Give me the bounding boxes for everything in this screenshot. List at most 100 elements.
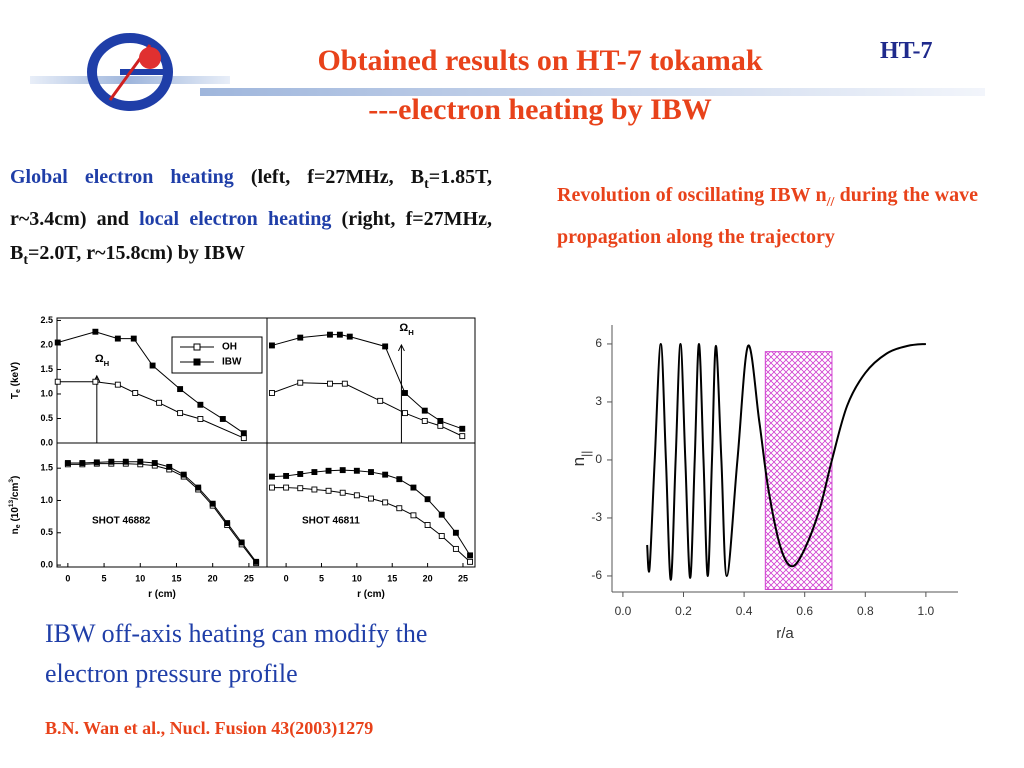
arrow-label: ΩH	[95, 353, 110, 368]
text-run: (left, f=27MHz, B	[233, 166, 425, 188]
text-run: =2.0T, r~15.8cm) by IBW	[28, 242, 245, 264]
point-marker	[421, 417, 428, 424]
point-marker	[437, 417, 444, 424]
point-marker	[253, 558, 260, 565]
text-run: Ω	[95, 353, 104, 365]
text-run: t	[424, 177, 429, 192]
y-tick-label: 2.5	[40, 315, 53, 325]
point-marker	[382, 343, 389, 350]
point-marker	[177, 410, 184, 417]
point-marker	[339, 489, 346, 496]
point-marker	[132, 390, 139, 396]
point-marker	[382, 471, 389, 478]
point-marker	[467, 552, 473, 559]
text-run: during the wave propagation along the tr…	[557, 184, 978, 248]
point-marker	[346, 333, 353, 340]
text-run: T	[10, 393, 21, 399]
point-marker	[195, 484, 202, 491]
point-marker	[130, 335, 137, 342]
point-marker	[353, 492, 360, 499]
point-marker	[336, 331, 343, 338]
text-run: H	[408, 327, 414, 336]
point-marker	[122, 458, 129, 465]
x-tick-label: 25	[458, 573, 468, 583]
text-run: Global electron heating	[10, 166, 234, 188]
point-marker	[396, 505, 403, 512]
y-tick-label: 0.0	[40, 559, 53, 569]
point-marker	[149, 362, 156, 369]
point-marker	[240, 435, 247, 442]
point-marker	[240, 430, 247, 437]
text-run: Ω	[399, 322, 408, 334]
tag: HT-7	[880, 38, 933, 64]
text-run: local electron heating	[139, 208, 332, 230]
series-line	[57, 381, 245, 439]
point-marker	[209, 500, 216, 507]
point-marker	[410, 512, 417, 519]
x-tick-label: 0.2	[675, 604, 692, 618]
logo	[87, 33, 173, 111]
left-text: Global electron heating (left, f=27MHz, …	[10, 160, 492, 278]
y-tick-label: -3	[591, 510, 602, 524]
text-run: //	[826, 195, 835, 210]
x-tick-label: 1.0	[918, 604, 935, 618]
point-marker	[92, 328, 99, 335]
x-tick-label: 15	[387, 573, 397, 583]
text-run: Revolution of oscillating IBW n	[557, 184, 827, 206]
text-run: n	[10, 528, 21, 534]
point-marker	[197, 401, 204, 408]
point-marker	[368, 495, 374, 502]
point-marker	[325, 467, 332, 474]
plot-frame	[56, 442, 268, 568]
point-marker	[421, 407, 428, 414]
point-marker	[311, 469, 318, 476]
point-marker	[424, 522, 431, 528]
text-run: (keV)	[10, 362, 21, 389]
x-tick-label: 5	[319, 573, 324, 583]
point-marker	[114, 335, 121, 342]
text-run: 13	[8, 499, 15, 507]
x-tick-label: 10	[352, 573, 362, 583]
y-tick-label: 1.5	[40, 364, 53, 374]
point-marker	[114, 381, 121, 388]
series-line	[67, 463, 257, 564]
point-marker	[396, 476, 403, 483]
text-run: ||	[579, 451, 593, 457]
x-axis-label: r (cm)	[148, 589, 176, 600]
point-marker	[341, 380, 348, 387]
text-run: /cm	[10, 483, 21, 500]
point-marker	[283, 484, 290, 491]
x-tick-label: 20	[208, 573, 218, 583]
point-marker	[452, 529, 459, 536]
series-line	[271, 334, 463, 430]
point-marker	[437, 422, 444, 429]
header-bar	[30, 76, 230, 84]
y-tick-label: 1.5	[40, 463, 53, 473]
point-marker	[311, 486, 318, 493]
point-marker	[459, 425, 466, 432]
highlight	[764, 351, 833, 590]
arrow-head	[397, 343, 405, 352]
point-marker	[327, 380, 333, 387]
point-marker	[325, 487, 332, 494]
text-run: e	[15, 389, 22, 393]
point-marker	[353, 467, 360, 474]
point-marker	[459, 433, 466, 440]
series-line	[271, 382, 463, 437]
text-run: (10	[10, 507, 21, 525]
y-tick-label: 1.0	[40, 495, 53, 505]
y-tick-label: 0.5	[40, 413, 53, 423]
legend-marker	[193, 343, 201, 351]
point-marker	[269, 484, 275, 491]
point-marker	[368, 469, 374, 476]
point-marker	[64, 460, 71, 466]
point-marker	[269, 390, 275, 396]
point-marker	[137, 458, 144, 465]
right-text: Revolution of oscillating IBW n// during…	[557, 178, 978, 254]
point-marker	[177, 386, 184, 393]
y-tick-label: 3	[595, 394, 602, 408]
legend-box	[171, 336, 263, 374]
point-marker	[424, 496, 431, 503]
x-tick-label: 20	[423, 573, 433, 583]
